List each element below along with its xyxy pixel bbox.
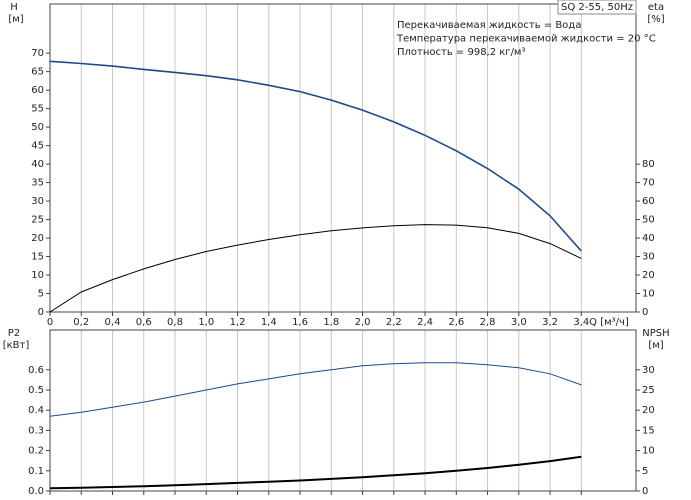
x-tick-label: 0,6 <box>136 317 152 328</box>
x-tick-label: 1,4 <box>261 317 277 328</box>
y-tick-label: 0.1 <box>28 466 44 477</box>
axis-label: P2 <box>8 328 20 339</box>
x-tick-label: 0,2 <box>73 317 89 328</box>
y2-tick-label: 15 <box>642 425 655 436</box>
axis-label: [кВт] <box>3 340 30 351</box>
y-tick-label: 15 <box>31 252 44 263</box>
axis-label: eta <box>648 2 664 13</box>
title-box <box>557 0 637 15</box>
annotation: Плотность = 998,2 кг/м³ <box>397 47 526 58</box>
x-tick-label: 2,8 <box>480 317 496 328</box>
x-tick-label: 2,6 <box>448 317 464 328</box>
axis-label: [м] <box>648 340 663 351</box>
y-tick-label: 0.4 <box>28 405 44 416</box>
y-tick-label: 10 <box>31 270 44 281</box>
x-tick-label: 0 <box>47 317 53 328</box>
curve <box>49 224 582 313</box>
y2-tick-label: 30 <box>642 365 655 376</box>
y2-tick-label: 20 <box>642 405 655 416</box>
x-tick-label: 1,0 <box>198 317 214 328</box>
y2-tick-label: 20 <box>642 270 655 281</box>
y2-tick-label: 60 <box>642 196 655 207</box>
x-tick-label: 2,2 <box>386 317 402 328</box>
plot-frame <box>49 3 637 313</box>
curve <box>49 60 582 252</box>
x-tick-label: 1,8 <box>323 317 339 328</box>
annotation: Температура перекачиваемой жидкости = 20… <box>396 34 656 45</box>
x-tick-label: 0,4 <box>105 317 121 328</box>
y-tick-label: 0.2 <box>28 446 44 457</box>
x-tick-label: 3,4 <box>573 317 589 328</box>
axis-label: [м] <box>8 14 23 25</box>
axis-label: [%] <box>647 14 664 25</box>
x-tick-label: 2,4 <box>417 317 433 328</box>
x-tick-label: 1,6 <box>292 317 308 328</box>
x-tick-label: 1,2 <box>230 317 246 328</box>
axis-label: Q [м³/ч] <box>589 317 629 328</box>
y-tick-label: 5 <box>38 289 44 300</box>
y-tick-label: 45 <box>31 141 44 152</box>
x-tick-label: 2,0 <box>355 317 371 328</box>
y2-tick-label: 25 <box>642 385 655 396</box>
y-tick-label: 60 <box>31 85 44 96</box>
y2-tick-label: 0 <box>642 486 648 497</box>
annotation: Перекачиваемая жидкость = Вода <box>397 20 581 31</box>
y2-tick-label: 5 <box>642 466 648 477</box>
x-tick-label: 0,8 <box>167 317 183 328</box>
y2-tick-label: 0 <box>642 307 648 318</box>
y2-tick-label: 80 <box>642 159 655 170</box>
y-tick-label: 25 <box>31 215 44 226</box>
y-tick-label: 0 <box>38 307 44 318</box>
axis-label: H <box>10 2 18 13</box>
y-tick-label: 0.3 <box>28 425 44 436</box>
y-tick-label: 0.0 <box>28 486 44 497</box>
y-tick-label: 50 <box>31 122 44 133</box>
y2-tick-label: 10 <box>642 289 655 300</box>
chart-title: SQ 2-55, 50Hz <box>561 2 633 13</box>
y-tick-label: 55 <box>31 104 44 115</box>
y2-tick-label: 10 <box>642 446 655 457</box>
y-tick-label: 70 <box>31 48 44 59</box>
curve <box>49 455 582 490</box>
y-tick-label: 30 <box>31 196 44 207</box>
x-tick-label: 3,0 <box>511 317 527 328</box>
x-tick-label: 3,2 <box>542 317 558 328</box>
plot-frame <box>49 329 637 492</box>
y2-tick-label: 30 <box>642 252 655 263</box>
y-tick-label: 20 <box>31 233 44 244</box>
axis-label: NPSH <box>642 328 669 339</box>
y-tick-label: 65 <box>31 67 44 78</box>
y-tick-label: 0.6 <box>28 365 44 376</box>
y2-tick-label: 70 <box>642 178 655 189</box>
y2-tick-label: 50 <box>642 215 655 226</box>
y-tick-label: 40 <box>31 159 44 170</box>
y-tick-label: 35 <box>31 178 44 189</box>
y-tick-label: 0.5 <box>28 385 44 396</box>
y2-tick-label: 40 <box>642 233 655 244</box>
curve <box>49 362 582 417</box>
